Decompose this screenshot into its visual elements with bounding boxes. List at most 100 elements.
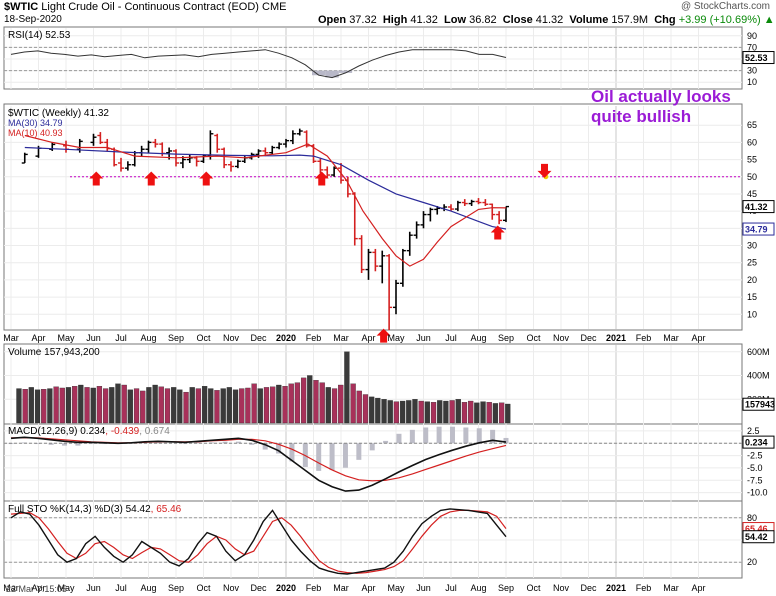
volume-bar	[140, 390, 146, 424]
macd-histogram-bar	[409, 429, 415, 444]
volume-value-tag	[742, 397, 775, 411]
volume-label: Volume	[569, 14, 609, 26]
close-value: 41.32	[535, 14, 564, 26]
price-y-tick: 15	[747, 292, 757, 302]
x-tick-label: Apr	[361, 333, 375, 343]
volume-bar	[381, 399, 387, 424]
footer-timestamp: 22 Mar Y:15:05	[6, 584, 67, 594]
price-panel	[3, 103, 743, 331]
rsi-y-tick: 70	[747, 42, 757, 52]
sto-d-line	[10, 509, 507, 574]
volume-bar	[28, 387, 34, 424]
macd-histogram-bar	[195, 442, 201, 444]
volume-legend: Volume 157,943,200	[8, 347, 100, 358]
rsi-y-tick: 30	[747, 66, 757, 76]
volume-bar	[47, 388, 53, 424]
volume-bar	[387, 400, 393, 424]
x-tick-label: Sep	[498, 333, 514, 343]
volume-bar	[455, 399, 461, 424]
volume-bar	[239, 388, 245, 424]
macd-value-tag-text: 0.234	[745, 438, 768, 448]
volume-bar	[133, 388, 140, 424]
volume-bar	[300, 377, 307, 424]
x-tick-label-bottom: Nov	[223, 583, 240, 593]
volume-bar	[84, 387, 90, 424]
x-tick-label-bottom: Apr	[361, 583, 375, 593]
volume-bar	[288, 383, 294, 424]
open-label: Open	[318, 14, 347, 26]
x-tick-label: Nov	[553, 333, 570, 343]
volume-bar	[257, 388, 263, 424]
macd-histogram-bar	[155, 442, 161, 444]
symbol-label: $WTIC	[4, 1, 39, 13]
x-tick-label: Jun	[86, 333, 101, 343]
x-tick-label: Dec	[250, 333, 267, 343]
x-tick-label: Oct	[526, 333, 541, 343]
x-tick-label-bottom: Sep	[168, 583, 184, 593]
x-tick-label: Aug	[140, 333, 156, 343]
x-tick-label: Mar	[663, 333, 679, 343]
macd-histogram-bar	[276, 443, 282, 454]
volume-bar	[115, 383, 121, 424]
x-tick-label-bottom: Dec	[580, 583, 597, 593]
sto-y-tick: 20	[747, 557, 757, 567]
x-tick-label-bottom: Apr	[31, 583, 45, 593]
macd-y-tick: -7.5	[747, 475, 763, 485]
x-tick-label: May	[57, 333, 75, 343]
rsi-y-tick: 90	[747, 31, 757, 41]
volume-bar	[282, 386, 288, 424]
macd-histogram-bar	[316, 443, 322, 471]
ma10-legend: MA(10) 40.93	[8, 128, 63, 138]
x-tick-label-bottom: May	[387, 583, 405, 593]
sto-legend-main: Full STO %K(14,3) %D(3) 54.42	[8, 504, 151, 515]
sto-legend-d: , 65.46	[151, 504, 182, 515]
volume-bar	[263, 387, 270, 424]
macd-histogram-bar	[249, 443, 255, 445]
x-tick-label-bottom: Aug	[140, 583, 156, 593]
volume-bar	[251, 383, 257, 424]
quote-stats: Open 37.32 High 41.32 Low 36.82 Close 41…	[318, 14, 775, 26]
rsi-oversold-fill	[325, 70, 339, 78]
up-triangle-icon: ▲	[763, 14, 775, 26]
macd-histogram-bar	[449, 426, 455, 444]
volume-bar	[59, 387, 65, 424]
volume-bar	[492, 403, 499, 424]
x-tick-label: Jul	[445, 333, 457, 343]
sto-k-value-tag	[742, 530, 775, 544]
chart-header: $WTIC Light Crude Oil - Continuous Contr…	[4, 1, 286, 13]
volume-bar	[96, 386, 103, 424]
volume-bar	[350, 383, 356, 424]
volume-bar	[498, 402, 505, 424]
macd-histogram-bar	[342, 443, 348, 468]
macd-y-tick: -10.0	[747, 488, 768, 498]
x-tick-label-bottom: Feb	[636, 583, 652, 593]
volume-bar	[443, 400, 449, 424]
macd-histogram-bar	[329, 443, 335, 471]
macd-histogram-bar	[48, 443, 54, 445]
volume-bar	[276, 384, 282, 424]
exchange-label: CME	[262, 1, 287, 13]
macd-histogram-bar	[35, 443, 41, 445]
x-tick-label-bottom: 2020	[276, 583, 296, 593]
volume-bar	[72, 386, 78, 424]
macd-histogram-bar	[356, 443, 362, 460]
ma10-line	[24, 134, 507, 267]
volume-bar	[226, 387, 232, 424]
volume-bar	[34, 389, 41, 424]
x-tick-label-bottom: Sep	[498, 583, 514, 593]
watermark: @ StockCharts.com	[680, 1, 770, 12]
volume-bar	[331, 388, 338, 424]
sto-k-value-tag-text: 54.42	[745, 532, 768, 542]
sto-k-line	[10, 508, 507, 575]
volume-bar	[294, 382, 301, 424]
macd-histogram-bar	[222, 441, 228, 444]
x-tick-label-bottom: Jul	[115, 583, 127, 593]
volume-bar	[152, 384, 158, 424]
volume-bar	[399, 400, 406, 424]
x-tick-label-bottom: 2021	[606, 583, 626, 593]
macd-histogram-bar	[262, 443, 268, 450]
macd-histogram-bar	[369, 443, 375, 451]
macd-histogram-bar	[423, 427, 429, 444]
volume-bar	[480, 401, 486, 424]
